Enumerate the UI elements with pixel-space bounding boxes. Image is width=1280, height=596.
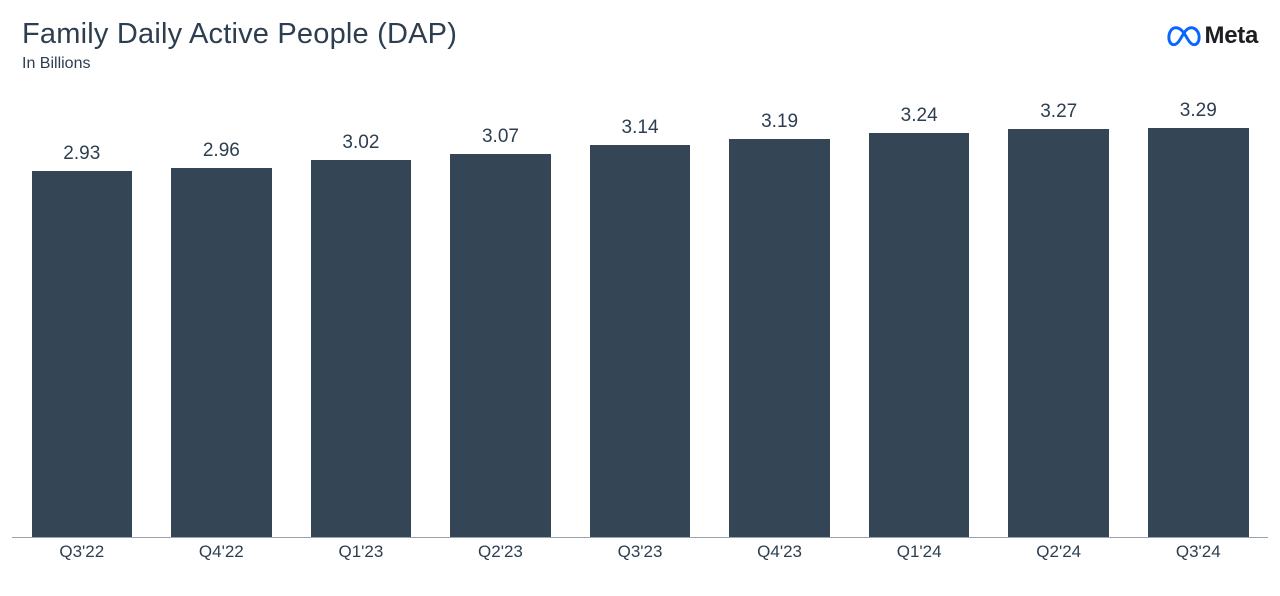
chart-subtitle: In Billions (22, 55, 457, 73)
bar (171, 168, 271, 538)
x-axis-label: Q4'23 (710, 542, 850, 566)
bar-value-label: 3.29 (1180, 100, 1217, 122)
bar (32, 171, 132, 538)
bar-slot: 3.27 (989, 100, 1129, 538)
chart-title: Family Daily Active People (DAP) (22, 18, 457, 51)
bar-slot: 2.93 (12, 100, 152, 538)
meta-infinity-icon (1167, 25, 1201, 47)
bar-slot: 2.96 (152, 100, 292, 538)
meta-logo-text: Meta (1205, 22, 1258, 50)
chart-area: 2.93 2.96 3.02 3.07 3.14 3.19 3.24 3.27 3.29 Q3'… (12, 100, 1268, 566)
bar-slot: 3.24 (849, 100, 989, 538)
x-axis-label: Q3'22 (12, 542, 152, 566)
meta-logo: Meta (1167, 22, 1258, 50)
bar-slot: 3.19 (710, 100, 850, 538)
title-block: Family Daily Active People (DAP) In Bill… (22, 18, 457, 73)
bar-value-label: 3.14 (622, 117, 659, 139)
bar (311, 160, 411, 538)
bar (450, 154, 550, 538)
x-axis-label: Q1'24 (849, 542, 989, 566)
bar-slot: 3.14 (570, 100, 710, 538)
bar (869, 133, 969, 538)
bar-value-label: 3.19 (761, 111, 798, 133)
x-axis-label: Q3'24 (1129, 542, 1269, 566)
bar-value-label: 3.24 (901, 105, 938, 127)
bar-slot: 3.02 (291, 100, 431, 538)
x-axis-label: Q2'23 (431, 542, 571, 566)
bar-value-label: 3.02 (342, 132, 379, 154)
x-axis-label: Q3'23 (570, 542, 710, 566)
x-axis-label: Q1'23 (291, 542, 431, 566)
bar (590, 145, 690, 538)
bars-row: 2.93 2.96 3.02 3.07 3.14 3.19 3.24 3.27 3.29 (12, 100, 1268, 538)
bar (729, 139, 829, 538)
bar-value-label: 2.96 (203, 140, 240, 162)
bar (1148, 128, 1248, 538)
x-axis-line (12, 537, 1268, 538)
bar-slot: 3.07 (431, 100, 571, 538)
x-axis-label: Q4'22 (152, 542, 292, 566)
bar-slot: 3.29 (1129, 100, 1269, 538)
x-labels-row: Q3'22Q4'22Q1'23Q2'23Q3'23Q4'23Q1'24Q2'24… (12, 542, 1268, 566)
chart-header: Family Daily Active People (DAP) In Bill… (22, 18, 1258, 73)
bar-value-label: 3.27 (1040, 101, 1077, 123)
x-axis-label: Q2'24 (989, 542, 1129, 566)
bar-value-label: 3.07 (482, 126, 519, 148)
bar (1008, 129, 1108, 538)
bar-value-label: 2.93 (63, 143, 100, 165)
